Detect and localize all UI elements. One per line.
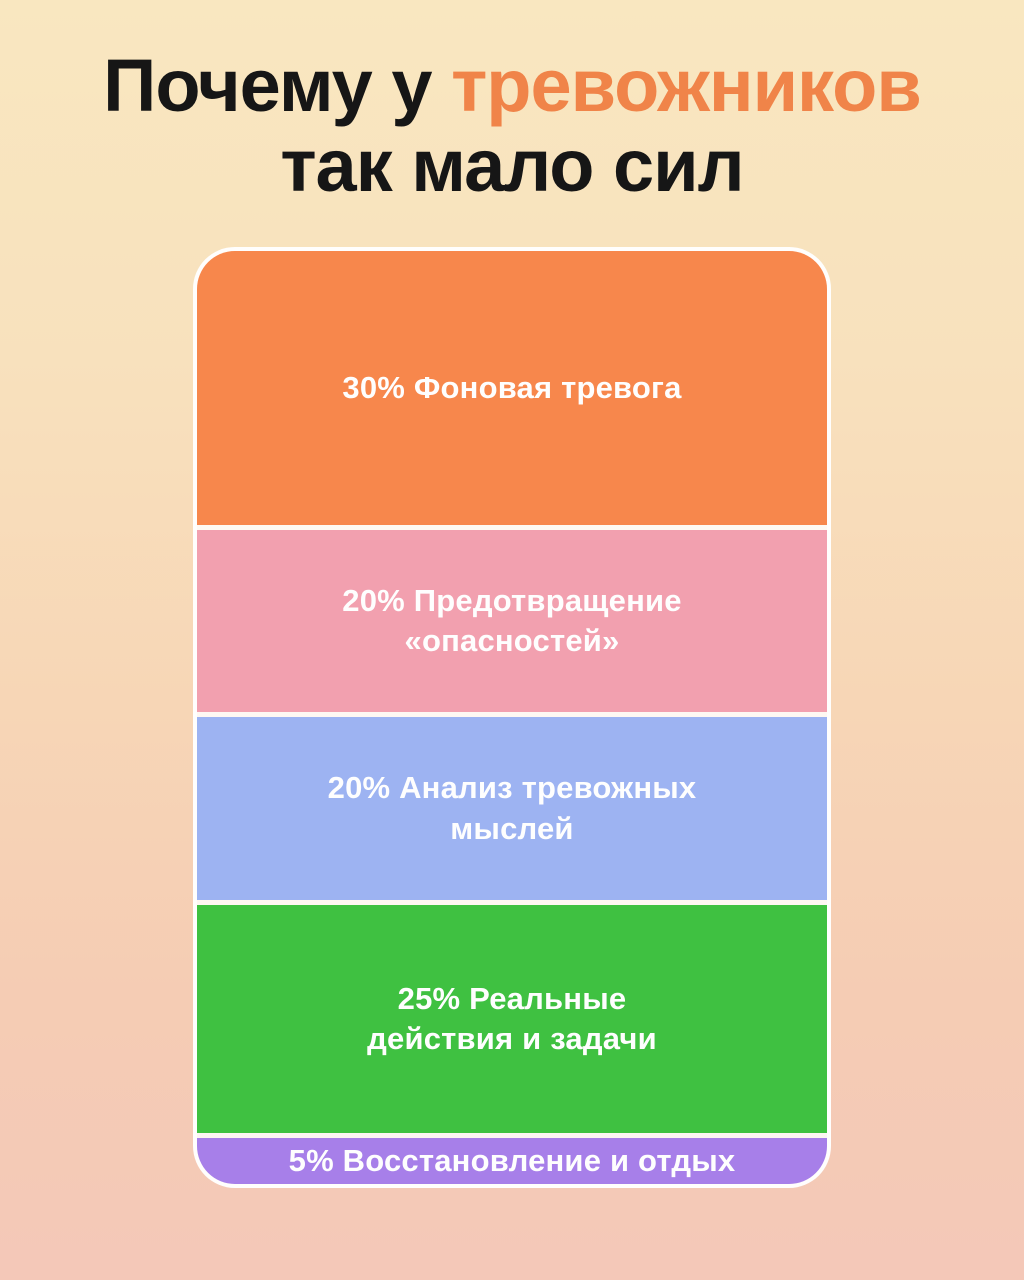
title-text-part1: Почему у	[103, 44, 452, 127]
bar-segment-danger-prevention: 20% Предотвращение «опасностей»	[197, 529, 827, 713]
segment-label: 20% Анализ тревожных мыслей	[328, 768, 697, 849]
segment-label-line1: 20% Анализ тревожных	[327, 770, 697, 806]
stacked-bar-chart: 30% Фоновая тревога 20% Предотвращение «…	[193, 246, 831, 1188]
bar-segment-recovery-rest: 5% Восстановление и отдых	[197, 1138, 827, 1184]
page-title: Почему у тревожников так мало сил	[0, 46, 1024, 206]
title-accent-word: тревожников	[451, 44, 922, 127]
segment-label: 5% Восстановление и отдых	[289, 1141, 736, 1181]
bar-segment-thought-analysis: 20% Анализ тревожных мыслей	[197, 717, 827, 900]
segment-label-line2: «опасностей»	[404, 623, 620, 659]
segment-label-line1: 5% Восстановление и отдых	[288, 1142, 736, 1178]
segment-label-line2: действия и задачи	[367, 1021, 657, 1057]
segment-label: 25% Реальные действия и задачи	[367, 979, 657, 1060]
segment-label-line1: 30% Фоновая тревога	[342, 369, 682, 405]
title-line1: Почему у тревожников	[0, 46, 1024, 126]
bar-segment-real-actions: 25% Реальные действия и задачи	[197, 904, 827, 1134]
segment-label-line1: 25% Реальные	[397, 980, 627, 1016]
bar-segment-background-anxiety: 30% Фоновая тревога	[197, 250, 827, 525]
title-line2: так мало сил	[280, 123, 744, 207]
segment-label-line2: мыслей	[450, 810, 574, 846]
segment-label: 20% Предотвращение «опасностей»	[342, 581, 681, 662]
segment-label: 30% Фоновая тревога	[342, 368, 681, 408]
segment-label-line1: 20% Предотвращение	[342, 582, 682, 618]
